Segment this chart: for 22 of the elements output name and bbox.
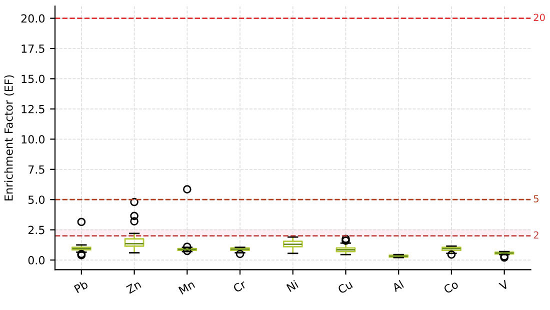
ref-line-label: 20: [534, 14, 545, 22]
x-tick-label: Al: [391, 280, 404, 292]
y-tick-label: 12.5: [22, 104, 44, 114]
y-tick-label: 17.5: [22, 44, 44, 53]
x-tick-label: Mn: [178, 280, 196, 295]
x-tick-label: Cr: [232, 280, 247, 293]
x-tick-label: V: [498, 280, 510, 290]
x-tick-label: Cu: [337, 280, 353, 294]
y-tick-label: 20.0: [21, 14, 45, 23]
y-tick-label: 0.0: [28, 256, 45, 264]
x-tick-label: Zn: [126, 280, 142, 294]
x-tick-label: Co: [443, 280, 459, 294]
ref-line-label: 5: [534, 195, 538, 202]
x-tick-label: Ni: [286, 280, 298, 292]
y-axis-title: Enrichment Factor (EF): [4, 75, 14, 200]
y-tick-label: 15.0: [22, 74, 45, 84]
x-tick-label: Pb: [74, 280, 88, 294]
y-tick-label: 2.5: [28, 226, 44, 234]
y-tick-label: 10.0: [22, 135, 45, 144]
ref-line-label: 2: [534, 231, 538, 239]
y-tick-label: 5.0: [28, 196, 45, 204]
y-tick-label: 7.5: [28, 165, 44, 174]
